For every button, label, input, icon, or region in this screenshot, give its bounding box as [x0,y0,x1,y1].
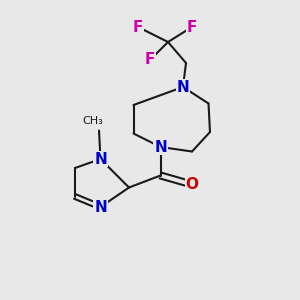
Text: N: N [94,152,107,166]
Text: N: N [154,140,167,154]
Text: F: F [145,52,155,68]
Text: F: F [133,20,143,34]
Text: N: N [94,200,107,214]
Text: N: N [177,80,189,94]
Text: CH₃: CH₃ [82,116,103,127]
Text: F: F [187,20,197,34]
Text: O: O [185,177,199,192]
